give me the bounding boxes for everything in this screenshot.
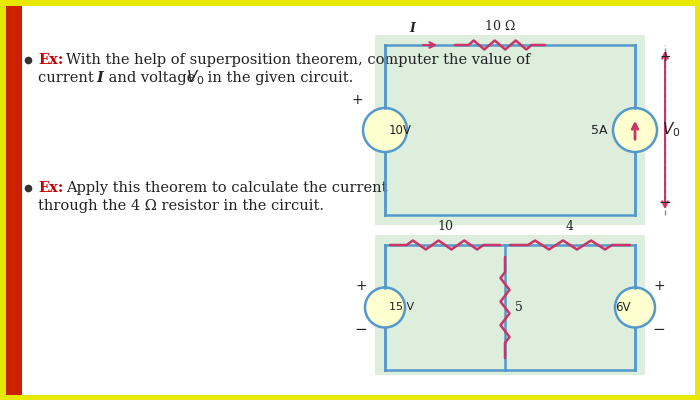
- Text: 4: 4: [566, 220, 574, 233]
- Text: −: −: [355, 322, 368, 337]
- Text: −: −: [652, 322, 666, 337]
- Circle shape: [363, 108, 407, 152]
- Text: Ex:: Ex:: [38, 53, 64, 67]
- Text: I: I: [96, 71, 103, 85]
- Circle shape: [615, 288, 655, 328]
- Text: in the given circuit.: in the given circuit.: [203, 71, 354, 85]
- Text: +: +: [351, 93, 363, 107]
- Text: current: current: [38, 71, 99, 85]
- Bar: [0, 0, 22, 400]
- Text: −: −: [659, 195, 671, 210]
- Text: $\mathit{V}_0$: $\mathit{V}_0$: [662, 121, 680, 139]
- Bar: [375, 35, 645, 225]
- Text: +: +: [659, 50, 671, 64]
- Text: 10 Ω: 10 Ω: [485, 20, 515, 33]
- Text: through the 4 Ω resistor in the circuit.: through the 4 Ω resistor in the circuit.: [38, 199, 324, 213]
- Text: I: I: [409, 22, 415, 35]
- Text: 5A: 5A: [592, 124, 608, 136]
- Text: 10: 10: [437, 220, 453, 233]
- Text: Ex:: Ex:: [38, 181, 64, 195]
- Circle shape: [613, 108, 657, 152]
- Text: +: +: [355, 278, 367, 292]
- Text: 5: 5: [515, 301, 523, 314]
- Text: Apply this theorem to calculate the current: Apply this theorem to calculate the curr…: [66, 181, 388, 195]
- Text: +: +: [653, 278, 665, 292]
- Text: 6V: 6V: [615, 301, 631, 314]
- Text: $\mathit{V}_0$: $\mathit{V}_0$: [186, 69, 204, 87]
- Text: and voltage: and voltage: [104, 71, 200, 85]
- Circle shape: [365, 288, 405, 328]
- Text: 10V: 10V: [389, 124, 412, 136]
- Text: With the help of superposition theorem, computer the value of: With the help of superposition theorem, …: [66, 53, 531, 67]
- Bar: [375, 235, 645, 375]
- Text: 15 V: 15 V: [389, 302, 414, 312]
